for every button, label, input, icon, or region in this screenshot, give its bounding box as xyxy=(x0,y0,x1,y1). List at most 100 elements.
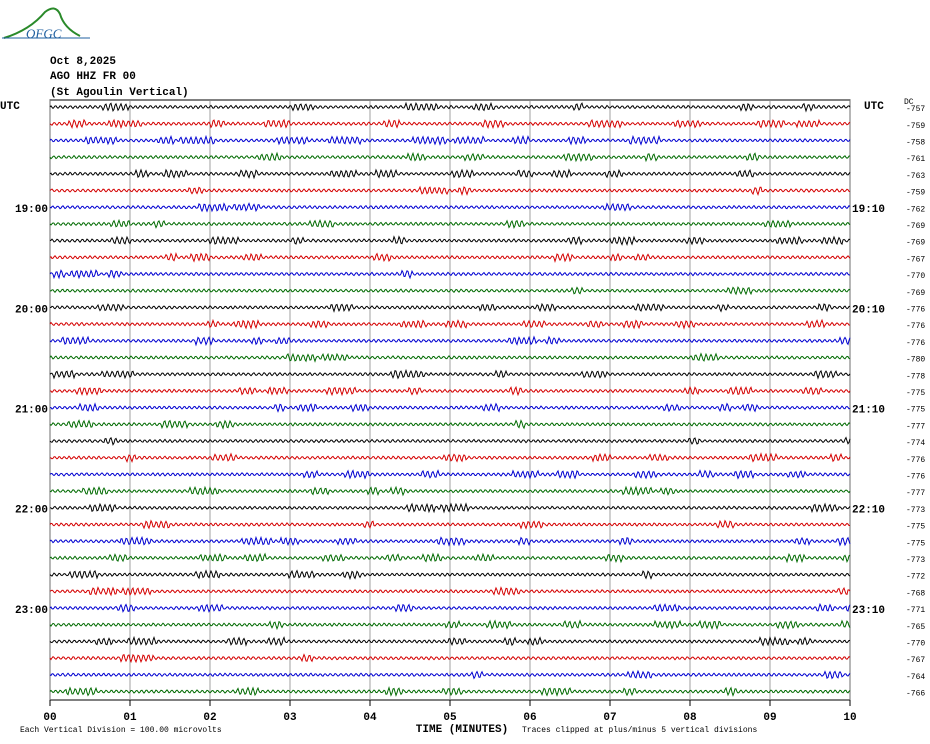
trace xyxy=(49,619,851,631)
trace xyxy=(49,286,851,296)
station-name: (St Agoulin Vertical) xyxy=(50,87,189,99)
trace xyxy=(49,569,851,581)
offset-label: -777 xyxy=(906,489,925,498)
offset-label: -759 xyxy=(906,189,925,198)
offset-label: -757 xyxy=(906,105,925,114)
x-tick-label: 04 xyxy=(363,712,377,724)
offset-label: -776 xyxy=(906,456,925,465)
trace xyxy=(49,452,851,464)
logo-mark xyxy=(3,7,81,39)
left-axis-label: UTC xyxy=(0,101,20,113)
trace xyxy=(49,235,851,247)
offset-label: -765 xyxy=(906,623,925,632)
offset-label: -759 xyxy=(906,122,925,131)
left-time-label: 22:00 xyxy=(15,505,48,517)
logo-text: OFGC xyxy=(26,26,62,41)
trace xyxy=(49,485,851,497)
right-axis-label: UTC xyxy=(864,101,884,113)
right-time-label: 19:10 xyxy=(852,204,885,216)
offset-label: -769 xyxy=(906,222,925,231)
offset-label: -766 xyxy=(906,690,925,699)
trace xyxy=(49,101,851,113)
trace xyxy=(49,318,851,330)
x-tick-label: 05 xyxy=(443,712,457,724)
offset-label: -762 xyxy=(906,205,925,214)
offset-label: -767 xyxy=(906,255,925,264)
trace xyxy=(49,436,851,446)
subtitle: AGO HHZ FR 00 xyxy=(50,71,136,83)
trace xyxy=(49,118,851,130)
right-time-label: 20:10 xyxy=(852,304,885,316)
left-time-label: 23:00 xyxy=(15,605,48,617)
offset-label: -777 xyxy=(906,422,925,431)
trace xyxy=(49,368,851,380)
right-time-label: 22:10 xyxy=(852,505,885,517)
trace xyxy=(49,586,851,597)
x-tick-label: 08 xyxy=(683,712,697,724)
trace xyxy=(49,502,851,514)
trace xyxy=(49,686,851,697)
offset-label: DC xyxy=(904,98,914,107)
x-tick-label: 09 xyxy=(763,712,776,724)
x-tick-label: 00 xyxy=(43,712,56,724)
offset-label: -774 xyxy=(906,439,925,448)
trace xyxy=(49,419,851,430)
trace xyxy=(49,218,851,230)
offset-label: -780 xyxy=(906,356,925,365)
offset-label: -769 xyxy=(906,289,925,298)
x-tick-label: 01 xyxy=(123,712,137,724)
trace xyxy=(49,168,851,180)
x-tick-label: 10 xyxy=(843,712,856,724)
x-tick-label: 03 xyxy=(283,712,297,724)
offset-label: -772 xyxy=(906,573,925,582)
trace xyxy=(49,602,851,613)
offset-label: -776 xyxy=(906,306,925,315)
x-tick-label: 07 xyxy=(603,712,616,724)
offset-label: -776 xyxy=(906,473,925,482)
trace xyxy=(49,352,851,363)
right-time-label: 23:10 xyxy=(852,605,885,617)
offset-label: -758 xyxy=(906,139,925,148)
offset-label: -763 xyxy=(906,172,925,181)
trace xyxy=(49,252,851,263)
trace xyxy=(49,469,851,480)
trace xyxy=(49,653,851,664)
x-axis-label: TIME (MINUTES) xyxy=(416,724,508,736)
offset-label: -775 xyxy=(906,539,925,548)
offset-label: -773 xyxy=(906,556,925,565)
left-time-label: 21:00 xyxy=(15,405,48,417)
offset-label: -769 xyxy=(906,239,925,248)
trace xyxy=(49,635,851,647)
offset-label: -770 xyxy=(906,640,925,649)
offset-label: -775 xyxy=(906,406,925,415)
trace xyxy=(49,552,851,564)
trace xyxy=(49,669,851,680)
trace xyxy=(49,385,851,397)
offset-label: -773 xyxy=(906,506,925,515)
trace xyxy=(49,151,851,163)
chart-title: Oct 8,2025 xyxy=(50,56,116,68)
trace xyxy=(49,134,851,146)
clip-note: Traces clipped at plus/minus 5 vertical … xyxy=(522,726,757,735)
left-time-label: 20:00 xyxy=(15,304,48,316)
offset-label: -771 xyxy=(906,606,925,615)
trace xyxy=(49,269,851,280)
scale-note: Each Vertical Division = 100.00 microvol… xyxy=(20,726,222,735)
offset-label: -768 xyxy=(906,589,925,598)
trace xyxy=(49,519,851,530)
trace xyxy=(49,335,851,347)
trace xyxy=(49,302,851,313)
offset-label: -770 xyxy=(906,272,925,281)
offset-label: -776 xyxy=(906,339,925,348)
offset-label: -778 xyxy=(906,372,925,381)
offset-label: -775 xyxy=(906,523,925,532)
offset-label: -767 xyxy=(906,656,925,665)
x-tick-label: 06 xyxy=(523,712,536,724)
offset-label: -776 xyxy=(906,322,925,331)
right-time-label: 21:10 xyxy=(852,405,885,417)
trace xyxy=(49,185,851,197)
offset-label: -761 xyxy=(906,155,925,164)
x-tick-label: 02 xyxy=(203,712,216,724)
left-time-label: 19:00 xyxy=(15,204,48,216)
